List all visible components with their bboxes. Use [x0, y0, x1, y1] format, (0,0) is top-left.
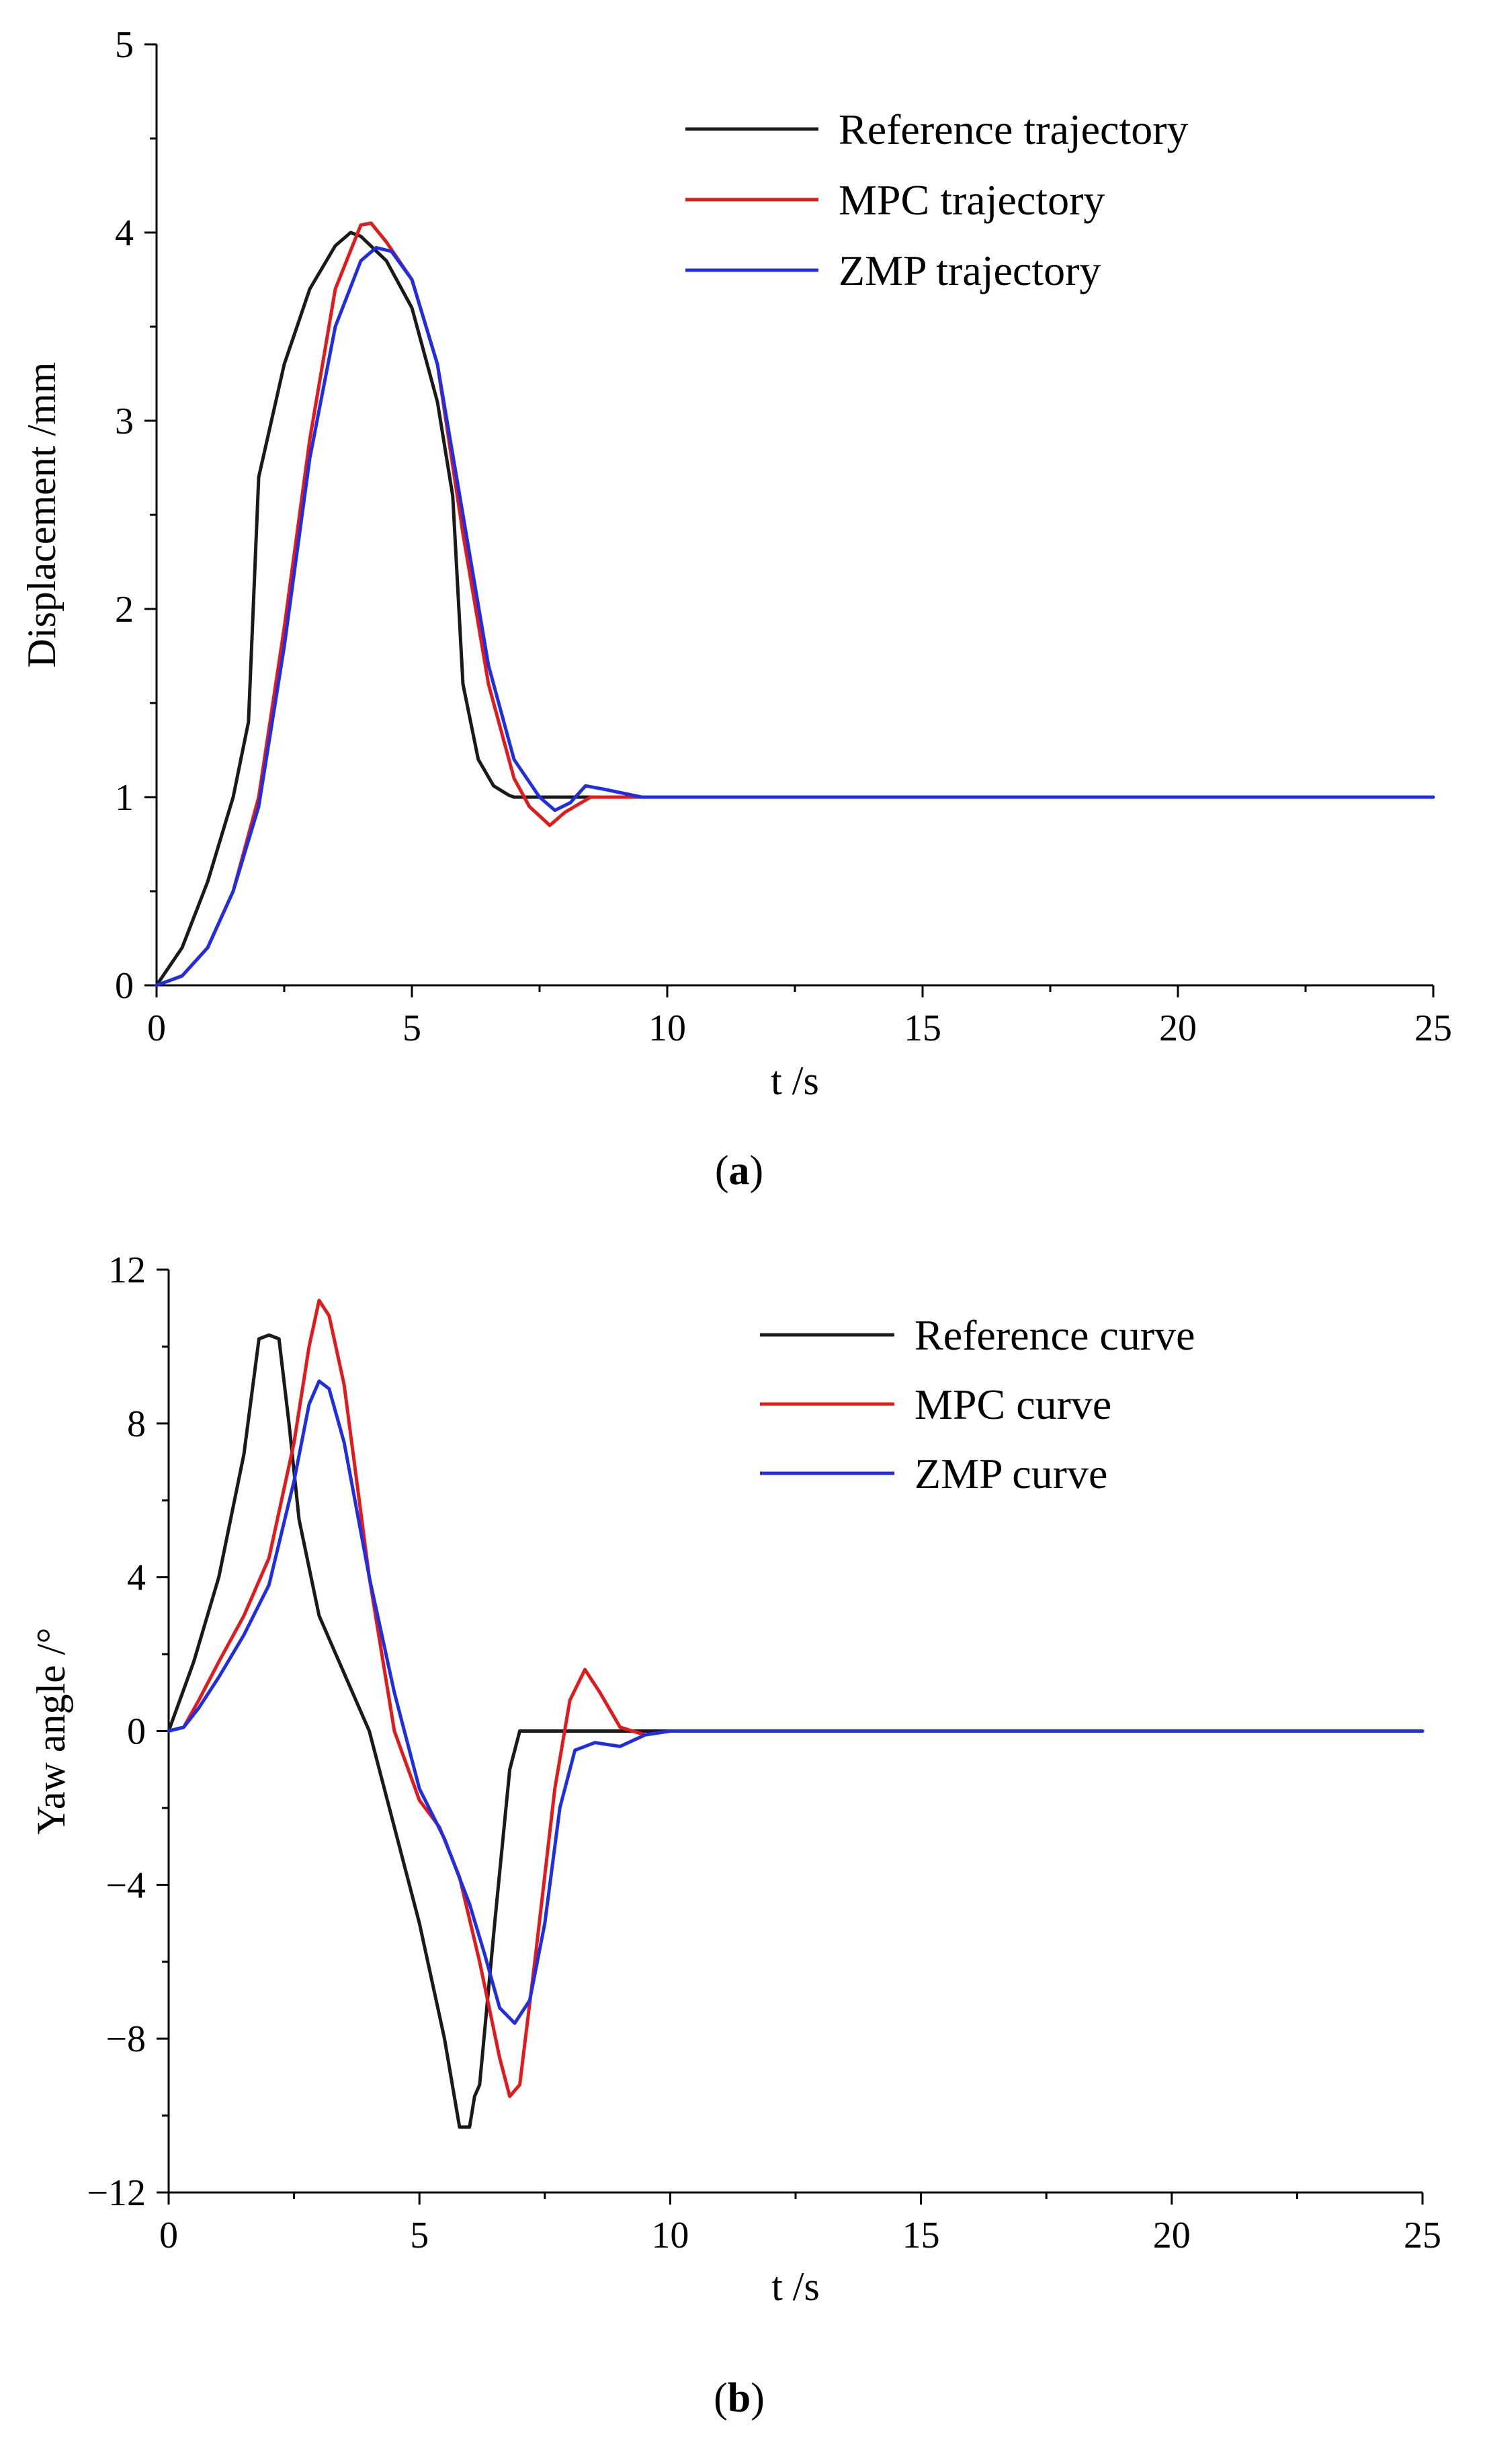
panel-b-legend-label: Reference curve	[915, 1311, 1195, 1359]
panel-b-x-axis-title: t /s	[771, 2264, 820, 2309]
panel-b-x-tick-label: 20	[1153, 2215, 1191, 2256]
panel-b-x-tick-label: 10	[651, 2215, 689, 2256]
panel-a-x-tick-label: 0	[147, 1008, 166, 1049]
panel-b-x-tick-label: 5	[410, 2215, 429, 2256]
panel-a-x-tick-label: 25	[1414, 1008, 1452, 1049]
panel-a-legend-label: MPC trajectory	[839, 176, 1105, 224]
chart-panel-b: 0 5 10 15 20 25 −12 −8 −4 0 4 8 12 t /s Yaw angle /° Re…	[29, 1249, 1441, 2421]
panel-b-x-tick-label: 15	[902, 2215, 940, 2256]
panel-a-y-tick-label: 2	[115, 589, 134, 630]
panel-b-x-tick-label: 0	[159, 2215, 178, 2256]
panel-b-y-tick-label: 12	[108, 1249, 146, 1291]
panel-a-x-tick-label: 5	[402, 1008, 421, 1049]
panel-a-x-tick-label: 20	[1159, 1008, 1197, 1049]
panel-a-y-tick-label: 4	[115, 212, 134, 254]
panel-a-y-tick-label: 5	[115, 24, 134, 66]
panel-a-y-tick-label: 1	[115, 777, 134, 819]
panel-a-label: (a)	[715, 1148, 763, 1194]
panel-a-series-zmp-trajectory	[155, 245, 1435, 987]
panel-b-y-tick-label: −12	[87, 2172, 146, 2214]
panel-b-legend-label: ZMP curve	[915, 1450, 1107, 1497]
panel-b-x-tick-label: 25	[1404, 2215, 1441, 2256]
panel-b-label-letter: b	[728, 2375, 751, 2421]
panel-a-label-letter: a	[729, 1148, 750, 1194]
panel-a-y-axis-title: Displacement /mm	[19, 362, 64, 668]
panel-a-x-tick-label: 15	[904, 1008, 941, 1049]
panel-a-x-axis-title: t /s	[771, 1059, 819, 1103]
panel-a-legend-label: Reference trajectory	[839, 106, 1189, 153]
panel-b-series-zmp-curve	[167, 1379, 1425, 2025]
panel-b-legend-label: MPC curve	[915, 1381, 1111, 1428]
chart-panel-a: 0 5 10 15 20 25 0 1 2 3 4 5 t /s Displacement /mm Refe…	[19, 24, 1452, 1194]
panel-b-series-reference-curve	[167, 1333, 1425, 2129]
panel-a-series-reference-trajectory	[155, 231, 1435, 987]
panel-b-y-axis-title: Yaw angle /°	[29, 1628, 73, 1835]
panel-a-legend-label: ZMP trajectory	[839, 247, 1101, 294]
panel-b-y-tick-label: 0	[127, 1711, 146, 1753]
panel-b-y-tick-label: −8	[105, 2018, 146, 2060]
panel-b-label: (b)	[714, 2375, 765, 2421]
panel-a-y-tick-label: 3	[115, 401, 134, 442]
panel-a-y-tick-label: 0	[115, 965, 134, 1007]
panel-a-x-tick-label: 10	[648, 1008, 686, 1049]
panel-b-y-tick-label: −4	[105, 1864, 146, 1906]
panel-b-y-tick-label: 8	[127, 1403, 146, 1445]
panel-b-y-tick-label: 4	[127, 1557, 146, 1599]
panel-a-series-mpc-trajectory	[155, 221, 1435, 987]
